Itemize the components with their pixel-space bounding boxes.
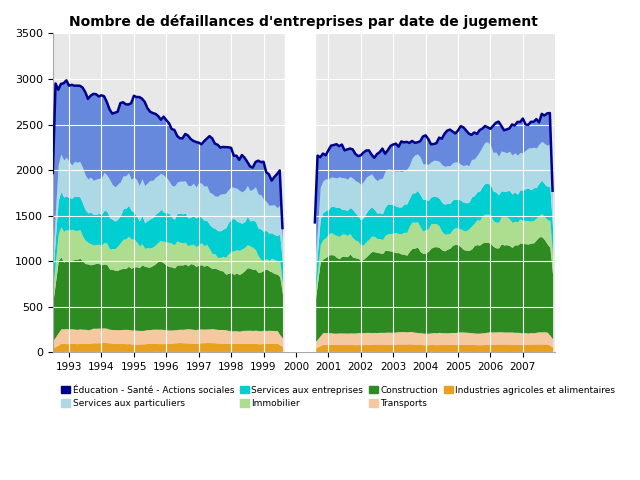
Title: Nombre de défaillances d'entreprises par date de jugement: Nombre de défaillances d'entreprises par… [70, 15, 538, 29]
Legend: Éducation - Santé - Actions sociales, Services aux particuliers, Services aux en: Éducation - Santé - Actions sociales, Se… [58, 382, 619, 412]
Bar [285, 34, 315, 352]
